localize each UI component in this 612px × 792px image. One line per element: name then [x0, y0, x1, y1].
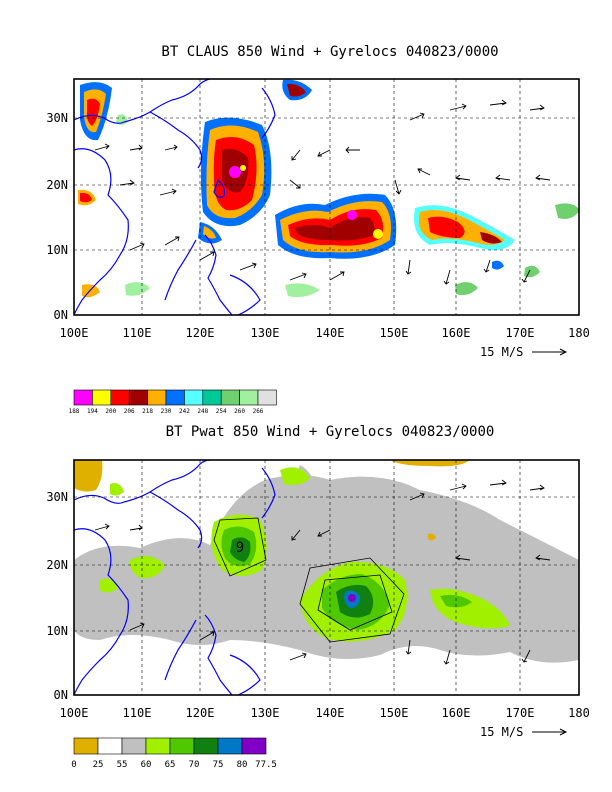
- colorbar-swatch: [241, 737, 267, 755]
- x-tick-label: 110E: [123, 326, 152, 340]
- vector-scale-2: 15 M/S: [480, 725, 568, 739]
- x-tick-label: 110E: [123, 706, 152, 720]
- panel-pwat: BT Pwat 850 Wind + Gyrelocs 040823/0000: [46, 424, 590, 770]
- colorbar-label: 65: [165, 760, 176, 770]
- x-tick-label: 140E: [316, 706, 345, 720]
- colorbar-label: 266: [253, 408, 264, 415]
- y-tick-label: 0N: [54, 308, 68, 322]
- colorbar-swatch: [110, 389, 130, 406]
- y-tick-label: 20N: [46, 178, 68, 192]
- x-tick-label: 160E: [442, 326, 471, 340]
- x-tick-label: 100E: [60, 706, 89, 720]
- x-tick-label: 150E: [380, 326, 409, 340]
- colorbar-label: 55: [117, 760, 128, 770]
- vector-scale-1: 15 M/S: [480, 345, 568, 359]
- colorbar-swatch: [73, 389, 93, 406]
- panel-1-frame: [73, 78, 580, 316]
- x-axis-1: 100E 110E 120E 130E 140E 150E 160E 170E …: [60, 326, 590, 340]
- y-axis-1: 0N 10N 20N 30N: [46, 111, 68, 322]
- colorbar-swatch: [217, 737, 243, 755]
- colorbar-swatch: [220, 389, 240, 406]
- colorbar-label: 242: [179, 408, 190, 415]
- y-tick-label: 10N: [46, 624, 68, 638]
- coastlines-2: [74, 460, 276, 695]
- colorbar-label: 218: [142, 408, 153, 415]
- colorbar-swatch: [73, 737, 99, 755]
- colorbar-label: 260: [234, 408, 245, 415]
- panel-2-frame: [73, 459, 580, 696]
- colorbar-label: 80: [237, 760, 248, 770]
- colorbar-label: 75: [213, 760, 224, 770]
- gyre-label: 9: [236, 540, 244, 556]
- gridlines: [74, 79, 579, 315]
- x-tick-label: 120E: [186, 326, 215, 340]
- colorbar-2: 0 25 55 60 65 70 75 80 77.5: [71, 737, 277, 770]
- x-tick-label: 130E: [251, 706, 280, 720]
- y-tick-label: 30N: [46, 490, 68, 504]
- vector-scale-label: 15 M/S: [480, 345, 523, 359]
- x-tick-label: 150E: [380, 706, 409, 720]
- colorbar-labels: 188 194 200 206 218 230 242 248 254 260 266: [69, 408, 264, 415]
- vector-scale-label: 15 M/S: [480, 725, 523, 739]
- cloud-top-field: [78, 79, 579, 298]
- colorbar-label: 206: [124, 408, 135, 415]
- colorbar-swatch: [145, 737, 171, 755]
- colorbar-label: 194: [87, 408, 98, 415]
- x-tick-label: 140E: [316, 326, 345, 340]
- x-tick-label: 160E: [442, 706, 471, 720]
- colorbar-swatch: [257, 389, 277, 406]
- colorbar-swatch: [239, 389, 259, 406]
- colorbar-swatch: [193, 737, 219, 755]
- y-tick-label: 20N: [46, 558, 68, 572]
- y-tick-label: 0N: [54, 688, 68, 702]
- x-tick-label: 180: [568, 706, 590, 720]
- colorbar-label: 60: [141, 760, 152, 770]
- colorbar-swatch: [97, 737, 123, 755]
- colorbar-swatch: [202, 389, 222, 406]
- y-axis-2: 0N 10N 20N 30N: [46, 490, 68, 702]
- colorbar-swatch: [184, 389, 204, 406]
- colorbar-swatches: [73, 389, 277, 406]
- wind-vectors-2: [94, 479, 551, 665]
- colorbar-label: 77.5: [255, 760, 277, 770]
- colorbar-label: 0: [71, 760, 76, 770]
- x-tick-label: 170E: [506, 326, 535, 340]
- y-tick-label: 30N: [46, 111, 68, 125]
- colorbar-swatch: [92, 389, 112, 406]
- colorbar-swatch: [169, 737, 195, 755]
- x-tick-label: 120E: [186, 706, 215, 720]
- y-tick-label: 10N: [46, 243, 68, 257]
- wind-vectors: [94, 99, 551, 285]
- gyre-tracks: [213, 517, 405, 643]
- panel-1-title: BT CLAUS 850 Wind + Gyrelocs 040823/0000: [161, 44, 498, 60]
- colorbar-swatch: [128, 389, 148, 406]
- colorbar-label: 70: [189, 760, 200, 770]
- colorbar-swatch: [165, 389, 185, 406]
- x-axis-2: 100E 110E 120E 130E 140E 150E 160E 170E …: [60, 706, 590, 720]
- colorbar-label: 254: [216, 408, 227, 415]
- x-tick-label: 130E: [251, 326, 280, 340]
- colorbar-labels: 0 25 55 60 65 70 75 80 77.5: [71, 760, 277, 770]
- colorbar-label: 25: [93, 760, 104, 770]
- colorbar-1: 188 194 200 206 218 230 242 248 254 260 266: [69, 389, 277, 415]
- x-tick-label: 170E: [506, 706, 535, 720]
- colorbar-swatch: [147, 389, 167, 406]
- colorbar-label: 200: [105, 408, 116, 415]
- colorbar-swatches: [73, 737, 267, 755]
- gridlines-2: [74, 460, 579, 695]
- colorbar-label: 188: [69, 408, 80, 415]
- panel-2-title: BT Pwat 850 Wind + Gyrelocs 040823/0000: [166, 424, 495, 440]
- colorbar-label: 230: [161, 408, 172, 415]
- colorbar-label: 248: [197, 408, 208, 415]
- x-tick-label: 100E: [60, 326, 89, 340]
- pwat-field: [74, 460, 579, 663]
- x-tick-label: 180: [568, 326, 590, 340]
- panel-claus: BT CLAUS 850 Wind + Gyrelocs 040823/0000: [46, 44, 590, 415]
- colorbar-swatch: [121, 737, 147, 755]
